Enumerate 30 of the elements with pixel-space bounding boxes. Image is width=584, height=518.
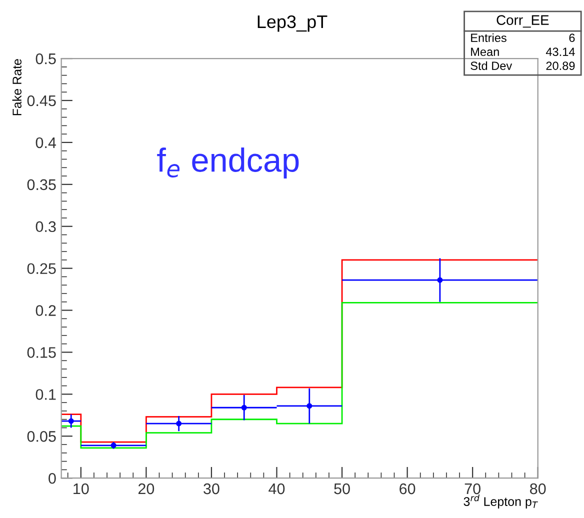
y-tick-label: 0.25 bbox=[27, 263, 56, 274]
text: Mean bbox=[471, 48, 499, 56]
y-axis-title: Fake Rate bbox=[12, 59, 22, 116]
x-tick-label: 20 bbox=[138, 483, 154, 494]
x-tick-label: 60 bbox=[400, 483, 416, 494]
annotation: Std Dev bbox=[470, 61, 512, 70]
text: 6 bbox=[569, 34, 575, 42]
text: Corr_EE bbox=[496, 15, 549, 28]
chart-title: Lep3_pT bbox=[258, 15, 328, 32]
x-tick-label: 50 bbox=[334, 483, 350, 494]
y-tick-label: 0.15 bbox=[27, 347, 56, 358]
y-tick-label: 0.2 bbox=[36, 305, 56, 316]
x-axis-title: 3$^{rd}$ Lepton p$_{T}$ bbox=[464, 494, 538, 508]
y-tick-label: 0 bbox=[48, 472, 56, 484]
y-tick-label: 0.1 bbox=[36, 389, 56, 400]
y-tick-label: 0.05 bbox=[27, 431, 56, 442]
y-tick-label: 0.5 bbox=[36, 53, 56, 64]
y-tick-label: 0.35 bbox=[27, 179, 56, 190]
y-tick-label: 0.3 bbox=[36, 221, 56, 232]
x-tick-label: 40 bbox=[268, 483, 285, 494]
y-tick-label: 0.45 bbox=[27, 95, 56, 106]
x-tick-label: 30 bbox=[204, 483, 220, 494]
x-tick-label: 80 bbox=[530, 483, 546, 494]
annotation: f$_{e}$ endcap bbox=[157, 147, 299, 179]
x-tick-label: 10 bbox=[74, 483, 89, 494]
text: 20.89 bbox=[546, 62, 575, 70]
x-tick-label: 70 bbox=[464, 483, 480, 494]
text: 43.14 bbox=[546, 48, 575, 56]
y-tick-label: 0.4 bbox=[36, 137, 56, 148]
text: Entries bbox=[471, 33, 506, 42]
